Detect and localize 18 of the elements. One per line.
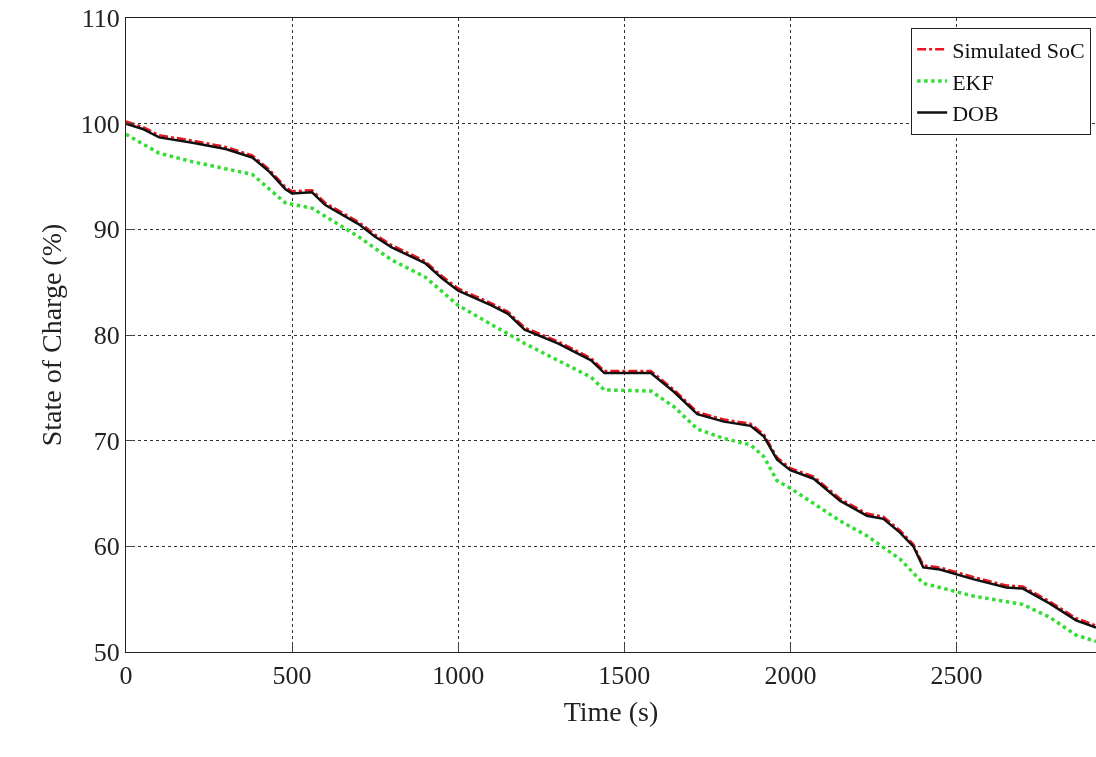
legend-label: DOB bbox=[952, 101, 999, 127]
x-tick-label: 2000 bbox=[764, 661, 817, 691]
x-tick-label: 0 bbox=[119, 661, 133, 691]
y-tick-label: 60 bbox=[93, 532, 120, 562]
y-tick-label: 100 bbox=[80, 109, 120, 139]
x-tick-label: 1500 bbox=[598, 661, 651, 691]
x-tick-label: 1000 bbox=[432, 661, 485, 691]
x-tick-label: 500 bbox=[272, 661, 312, 691]
y-tick-label: 50 bbox=[93, 638, 120, 668]
legend-label: EKF bbox=[952, 69, 994, 95]
x-axis-title: Time (s) bbox=[563, 696, 659, 728]
y-tick-label: 70 bbox=[93, 426, 120, 456]
y-tick-label: 110 bbox=[81, 4, 120, 34]
y-axis-title: State of Charge (%) bbox=[36, 223, 68, 447]
y-tick-label: 90 bbox=[93, 215, 120, 245]
x-tick-label: 2500 bbox=[930, 661, 983, 691]
legend-label: Simulated SoC bbox=[952, 37, 1085, 63]
y-tick-label: 80 bbox=[93, 321, 120, 351]
